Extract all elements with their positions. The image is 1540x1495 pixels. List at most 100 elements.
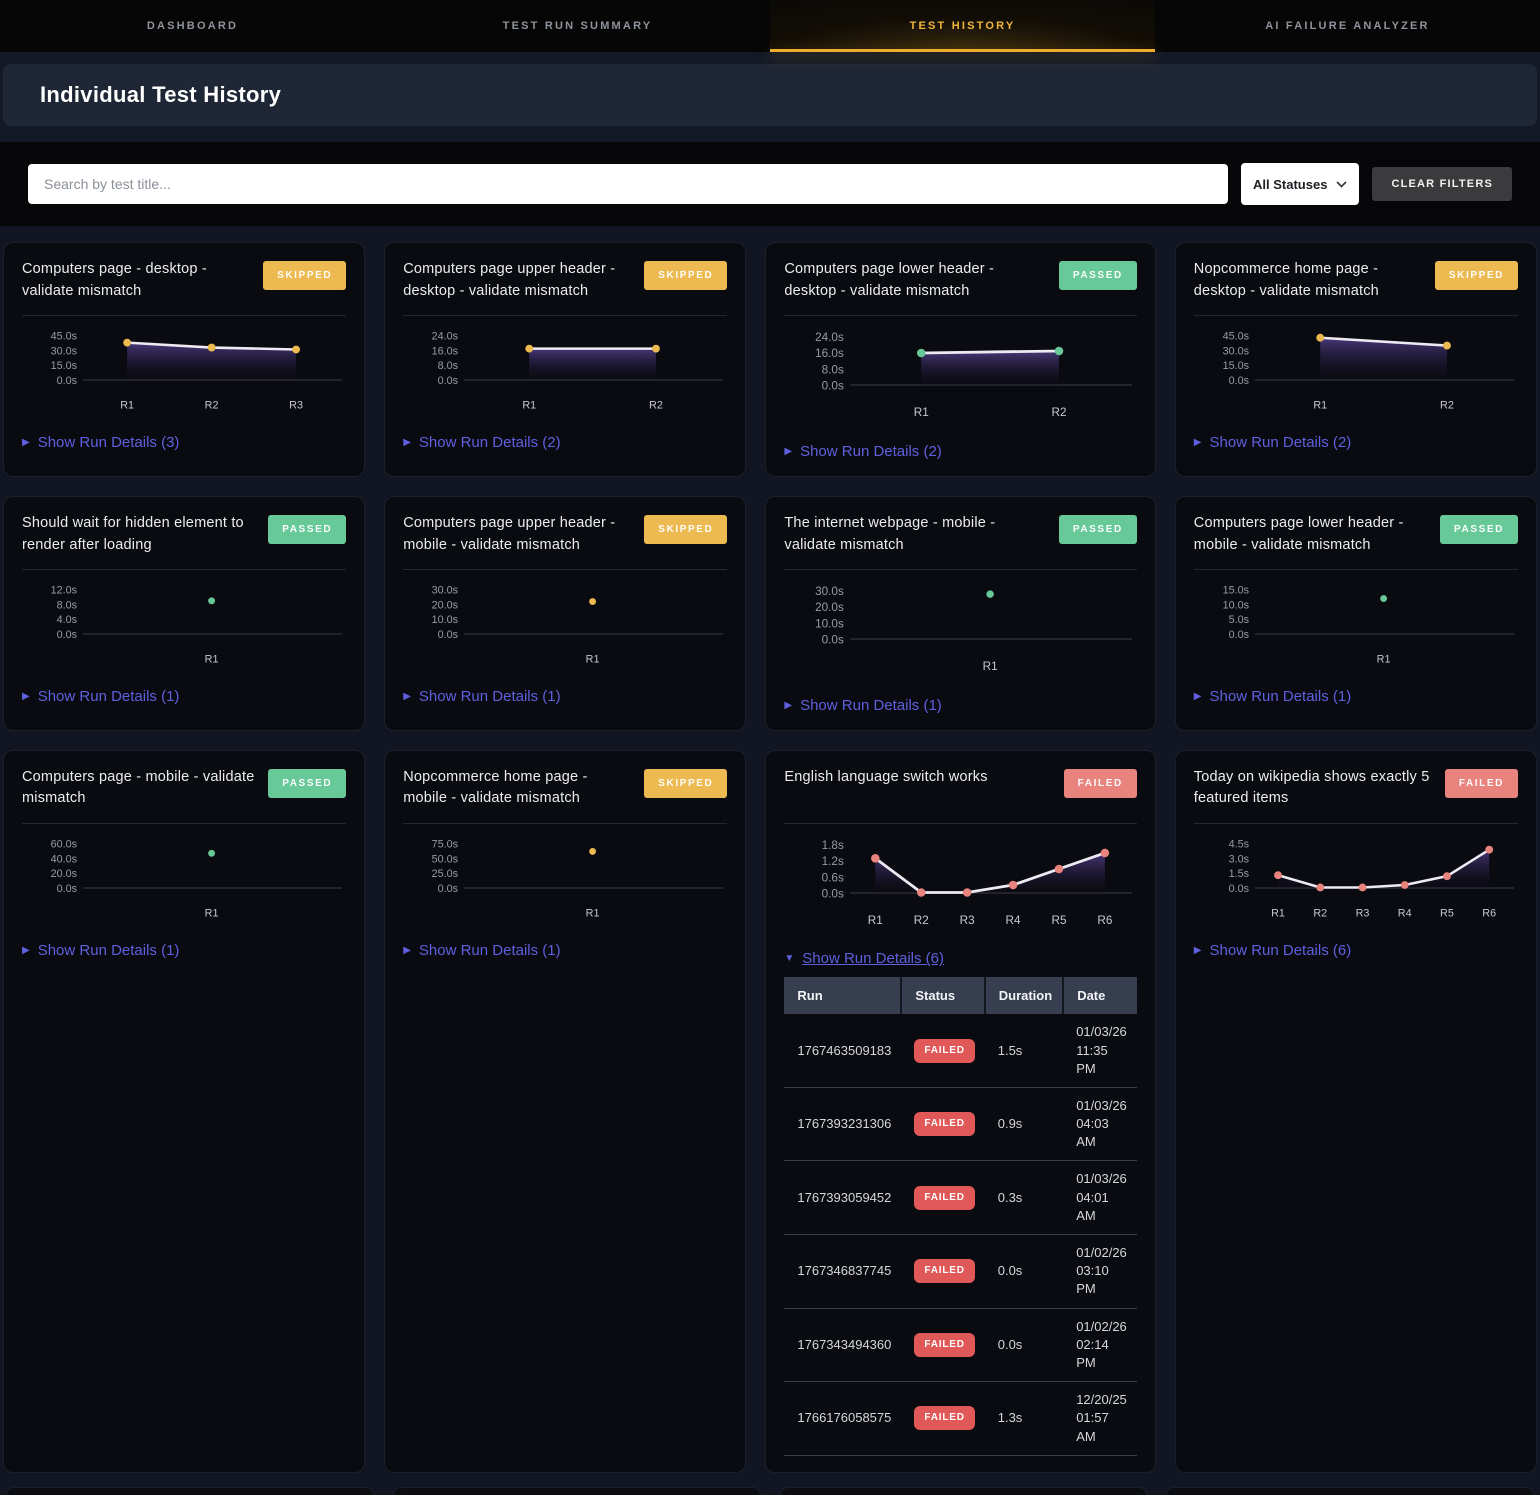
- show-run-details-link[interactable]: ▶ Show Run Details (3): [22, 434, 180, 452]
- triangle-right-icon: ▶: [784, 699, 793, 711]
- test-card: Computers page lower header - mobile - v…: [1174, 495, 1537, 731]
- run-duration-cell: 0.0s: [984, 1234, 1064, 1309]
- test-card: The internet webpage - mobile - validate…: [765, 495, 1156, 731]
- triangle-right-icon: ▶: [22, 691, 30, 703]
- run-duration-cell: 0.9s: [984, 1087, 1064, 1162]
- svg-text:R5: R5: [1052, 914, 1067, 927]
- search-input[interactable]: [28, 164, 1229, 204]
- svg-text:R1: R1: [523, 399, 537, 411]
- table-row: 1767463509183 FAILED 1.5s 01/03/26 11:35…: [784, 1014, 1137, 1088]
- svg-text:5.0s: 5.0s: [1228, 614, 1249, 626]
- card-header: Computers page - desktop - validate mism…: [22, 259, 347, 307]
- svg-text:4.0s: 4.0s: [57, 614, 78, 626]
- table-row: 1766176058575 FAILED 1.3s 12/20/25 01:57…: [784, 1381, 1137, 1456]
- duration-trend-chart: 1.8s 1.2s 0.6s 0.0s R1 R2 R3 R4 R5 R6: [822, 839, 1133, 927]
- card-header: Computers page upper header - desktop - …: [403, 259, 728, 307]
- test-title: Computers page lower header - desktop - …: [784, 261, 995, 299]
- run-status-cell: FAILED: [901, 1381, 985, 1456]
- svg-text:8.0s: 8.0s: [438, 360, 459, 372]
- test-title: Today on wikipedia shows exactly 5 featu…: [1193, 768, 1430, 807]
- svg-text:R1: R1: [205, 907, 219, 919]
- svg-text:1.5s: 1.5s: [1228, 868, 1249, 880]
- run-status-cell: FAILED: [901, 1308, 985, 1383]
- svg-text:20.0s: 20.0s: [432, 599, 459, 611]
- svg-text:30.0s: 30.0s: [1222, 345, 1249, 357]
- svg-text:R3: R3: [289, 399, 303, 411]
- svg-text:R2: R2: [205, 399, 219, 411]
- tab-ai-failure-analyzer[interactable]: AI FAILURE ANALYZER: [1265, 20, 1430, 32]
- status-filter-select[interactable]: All Statuses: [1241, 163, 1360, 205]
- svg-text:8.0s: 8.0s: [57, 599, 78, 611]
- svg-text:24.0s: 24.0s: [432, 331, 459, 343]
- duration-trend-chart: 60.0s 40.0s 20.0s 0.0s R1: [51, 838, 343, 919]
- table-header-cell: Duration: [983, 977, 1064, 1015]
- svg-text:25.0s: 25.0s: [432, 868, 459, 880]
- svg-text:16.0s: 16.0s: [432, 345, 459, 357]
- card-header: Computers page - mobile - validate misma…: [22, 767, 347, 815]
- show-run-details-link[interactable]: ▶ Show Run Details (6): [1193, 941, 1352, 959]
- svg-text:0.0s: 0.0s: [57, 629, 78, 641]
- show-run-details-link[interactable]: ▶ Show Run Details (2): [403, 434, 561, 452]
- svg-text:R2: R2: [1440, 399, 1454, 411]
- duration-trend-chart: 12.0s 8.0s 4.0s 0.0s R1: [51, 584, 343, 665]
- svg-text:R1: R1: [1313, 399, 1327, 411]
- show-run-details-link[interactable]: ▶ Show Run Details (2): [784, 442, 942, 460]
- svg-text:R4: R4: [1006, 914, 1021, 927]
- svg-text:1.8s: 1.8s: [822, 839, 844, 852]
- chevron-down-icon: [1336, 180, 1348, 188]
- table-header-cell: Date: [1062, 977, 1137, 1015]
- svg-text:0.0s: 0.0s: [57, 882, 78, 894]
- tab-test-run-summary[interactable]: TEST RUN SUMMARY: [502, 20, 653, 32]
- test-title: Computers page upper header - mobile - v…: [403, 514, 616, 553]
- table-status-badge: FAILED: [914, 1406, 975, 1431]
- clear-filters-button[interactable]: CLEAR FILTERS: [1372, 167, 1512, 201]
- show-run-details-link[interactable]: ▶ Show Run Details (1): [403, 941, 561, 959]
- svg-text:R3: R3: [1355, 907, 1369, 919]
- svg-text:1.2s: 1.2s: [822, 855, 844, 868]
- tab-dashboard[interactable]: DASHBOARD: [146, 20, 239, 32]
- run-duration-cell: 0.0s: [984, 1308, 1064, 1383]
- duration-trend-chart: 15.0s 10.0s 5.0s 0.0s R1: [1222, 584, 1515, 665]
- run-date-cell: 01/03/26 04:03 AM: [1063, 1087, 1137, 1162]
- card-header: Nopcommerce home page - mobile - validat…: [403, 767, 728, 815]
- status-badge: SKIPPED: [263, 261, 347, 290]
- duration-trend-chart: 75.0s 50.0s 25.0s 0.0s R1: [432, 838, 724, 919]
- next-row-card-top: [392, 1486, 761, 1495]
- divider: [1193, 822, 1518, 824]
- svg-text:15.0s: 15.0s: [51, 360, 78, 372]
- card-header: Nopcommerce home page - desktop - valida…: [1194, 259, 1518, 307]
- divider: [784, 315, 1137, 316]
- next-row-card-top: [1166, 1486, 1534, 1495]
- svg-text:3.0s: 3.0s: [1228, 853, 1249, 865]
- svg-text:0.0s: 0.0s: [1228, 629, 1249, 641]
- divider: [1193, 568, 1518, 570]
- test-title: Computers page upper header - desktop - …: [403, 261, 616, 299]
- card-header: English language switch works FAILED: [784, 767, 1137, 815]
- show-run-details-link[interactable]: ▶ Show Run Details (2): [1193, 434, 1352, 452]
- next-row-card-top: [779, 1486, 1148, 1495]
- divider: [784, 568, 1137, 570]
- card-header: Should wait for hidden element to render…: [22, 513, 347, 561]
- show-run-details-link[interactable]: ▶ Show Run Details (1): [1193, 688, 1352, 706]
- svg-text:R1: R1: [586, 907, 600, 919]
- divider: [403, 315, 728, 316]
- run-id-cell: 1767346837745: [784, 1234, 902, 1309]
- tab-test-history[interactable]: TEST HISTORY: [770, 0, 1155, 52]
- run-id-cell: 1767393231306: [784, 1087, 902, 1162]
- show-run-details-link[interactable]: ▶ Show Run Details (1): [784, 696, 942, 714]
- divider: [1193, 315, 1518, 316]
- svg-text:4.5s: 4.5s: [1228, 838, 1249, 850]
- card-header: The internet webpage - mobile - validate…: [784, 513, 1137, 561]
- svg-text:10.0s: 10.0s: [432, 614, 459, 626]
- show-run-details-link[interactable]: ▶ Show Run Details (1): [22, 941, 180, 959]
- show-run-details-link[interactable]: ▼ Show Run Details (6): [784, 950, 945, 968]
- status-badge: FAILED: [1063, 768, 1137, 798]
- show-run-details-link[interactable]: ▶ Show Run Details (1): [403, 688, 561, 706]
- show-run-details-link[interactable]: ▶ Show Run Details (1): [22, 688, 180, 706]
- top-nav: DASHBOARD TEST RUN SUMMARY TEST HISTORY AI …: [0, 0, 1540, 52]
- svg-text:20.0s: 20.0s: [815, 601, 844, 614]
- test-card: Nopcommerce home page - mobile - validat…: [384, 749, 747, 1473]
- triangle-down-icon: ▼: [784, 953, 795, 965]
- svg-text:30.0s: 30.0s: [51, 345, 78, 357]
- test-title: Nopcommerce home page - mobile - validat…: [403, 768, 588, 807]
